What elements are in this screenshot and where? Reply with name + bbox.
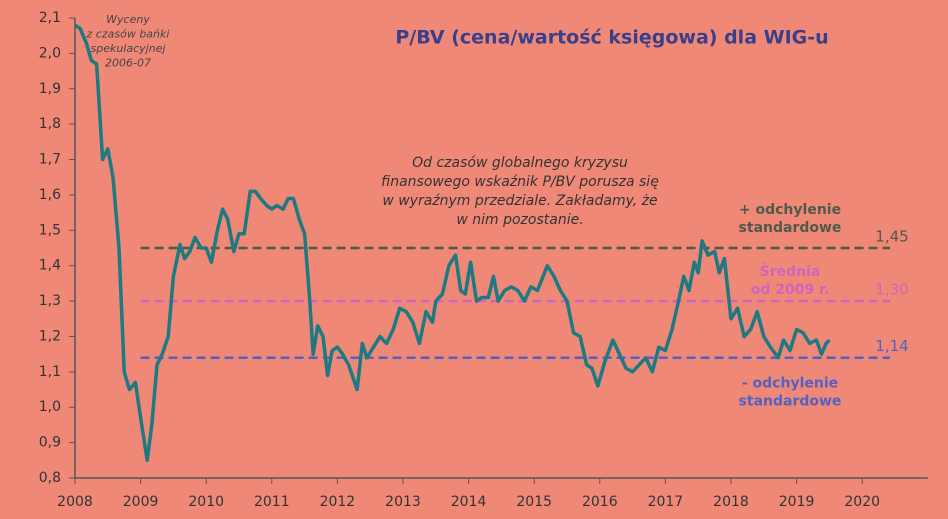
x-tick-label: 2015 (516, 494, 552, 510)
y-tick-label: 2,1 (39, 10, 61, 26)
reference-label: 1,45 (875, 228, 908, 246)
x-tick-label: 2008 (57, 494, 93, 510)
x-tick-label: 2018 (713, 494, 749, 510)
annotation: finansowego wskaźnik P/BV porusza się (381, 174, 659, 190)
reference-annotation: od 2009 r. (751, 282, 830, 298)
reference-annotation: standardowe (739, 220, 842, 236)
reference-label: 1,14 (875, 337, 908, 355)
x-tick-label: 2012 (320, 494, 356, 510)
y-tick-label: 1,4 (39, 258, 61, 274)
y-tick-label: 0,8 (39, 470, 61, 486)
x-tick-label: 2009 (123, 494, 159, 510)
reference-annotation: + odchylenie (739, 202, 841, 218)
reference-label: 1,30 (875, 281, 908, 299)
y-tick-label: 1,8 (39, 116, 61, 132)
x-tick-label: 2020 (844, 494, 880, 510)
reference-annotation: Średnia (760, 262, 821, 280)
annotation: 2006-07 (105, 57, 151, 70)
x-tick-label: 2016 (582, 494, 618, 510)
y-tick-label: 1,3 (39, 293, 61, 309)
annotation: w nim pozostanie. (456, 212, 583, 228)
y-tick-label: 1,5 (39, 222, 61, 238)
y-tick-label: 2,0 (39, 45, 61, 61)
x-tick-label: 2010 (188, 494, 224, 510)
chart-title: P/BV (cena/wartość księgowa) dla WIG-u (395, 27, 828, 49)
annotation: w wyraźnym przedziale. Zakładamy, że (382, 193, 657, 209)
data-line (74, 23, 831, 463)
y-tick-label: 1,0 (39, 399, 61, 415)
reference-annotation: - odchylenie (742, 376, 838, 392)
x-tick-label: 2017 (648, 494, 684, 510)
y-tick-label: 0,9 (39, 435, 61, 451)
y-tick-label: 1,9 (39, 81, 61, 97)
y-tick-label: 1,1 (39, 364, 61, 380)
x-tick-label: 2013 (385, 494, 421, 510)
annotation: z czasów bańki (86, 28, 170, 41)
x-tick-label: 2014 (451, 494, 487, 510)
y-tick-label: 1,6 (39, 187, 61, 203)
y-tick-label: 1,2 (39, 328, 61, 344)
y-tick-label: 1,7 (39, 152, 61, 168)
reference-annotation: standardowe (739, 394, 842, 410)
x-tick-label: 2019 (779, 494, 815, 510)
annotation: spekulacyjnej (90, 42, 166, 55)
x-tick-label: 2011 (254, 494, 290, 510)
annotation: Wyceny (106, 13, 150, 26)
annotation: Od czasów globalnego kryzysu (412, 155, 628, 171)
